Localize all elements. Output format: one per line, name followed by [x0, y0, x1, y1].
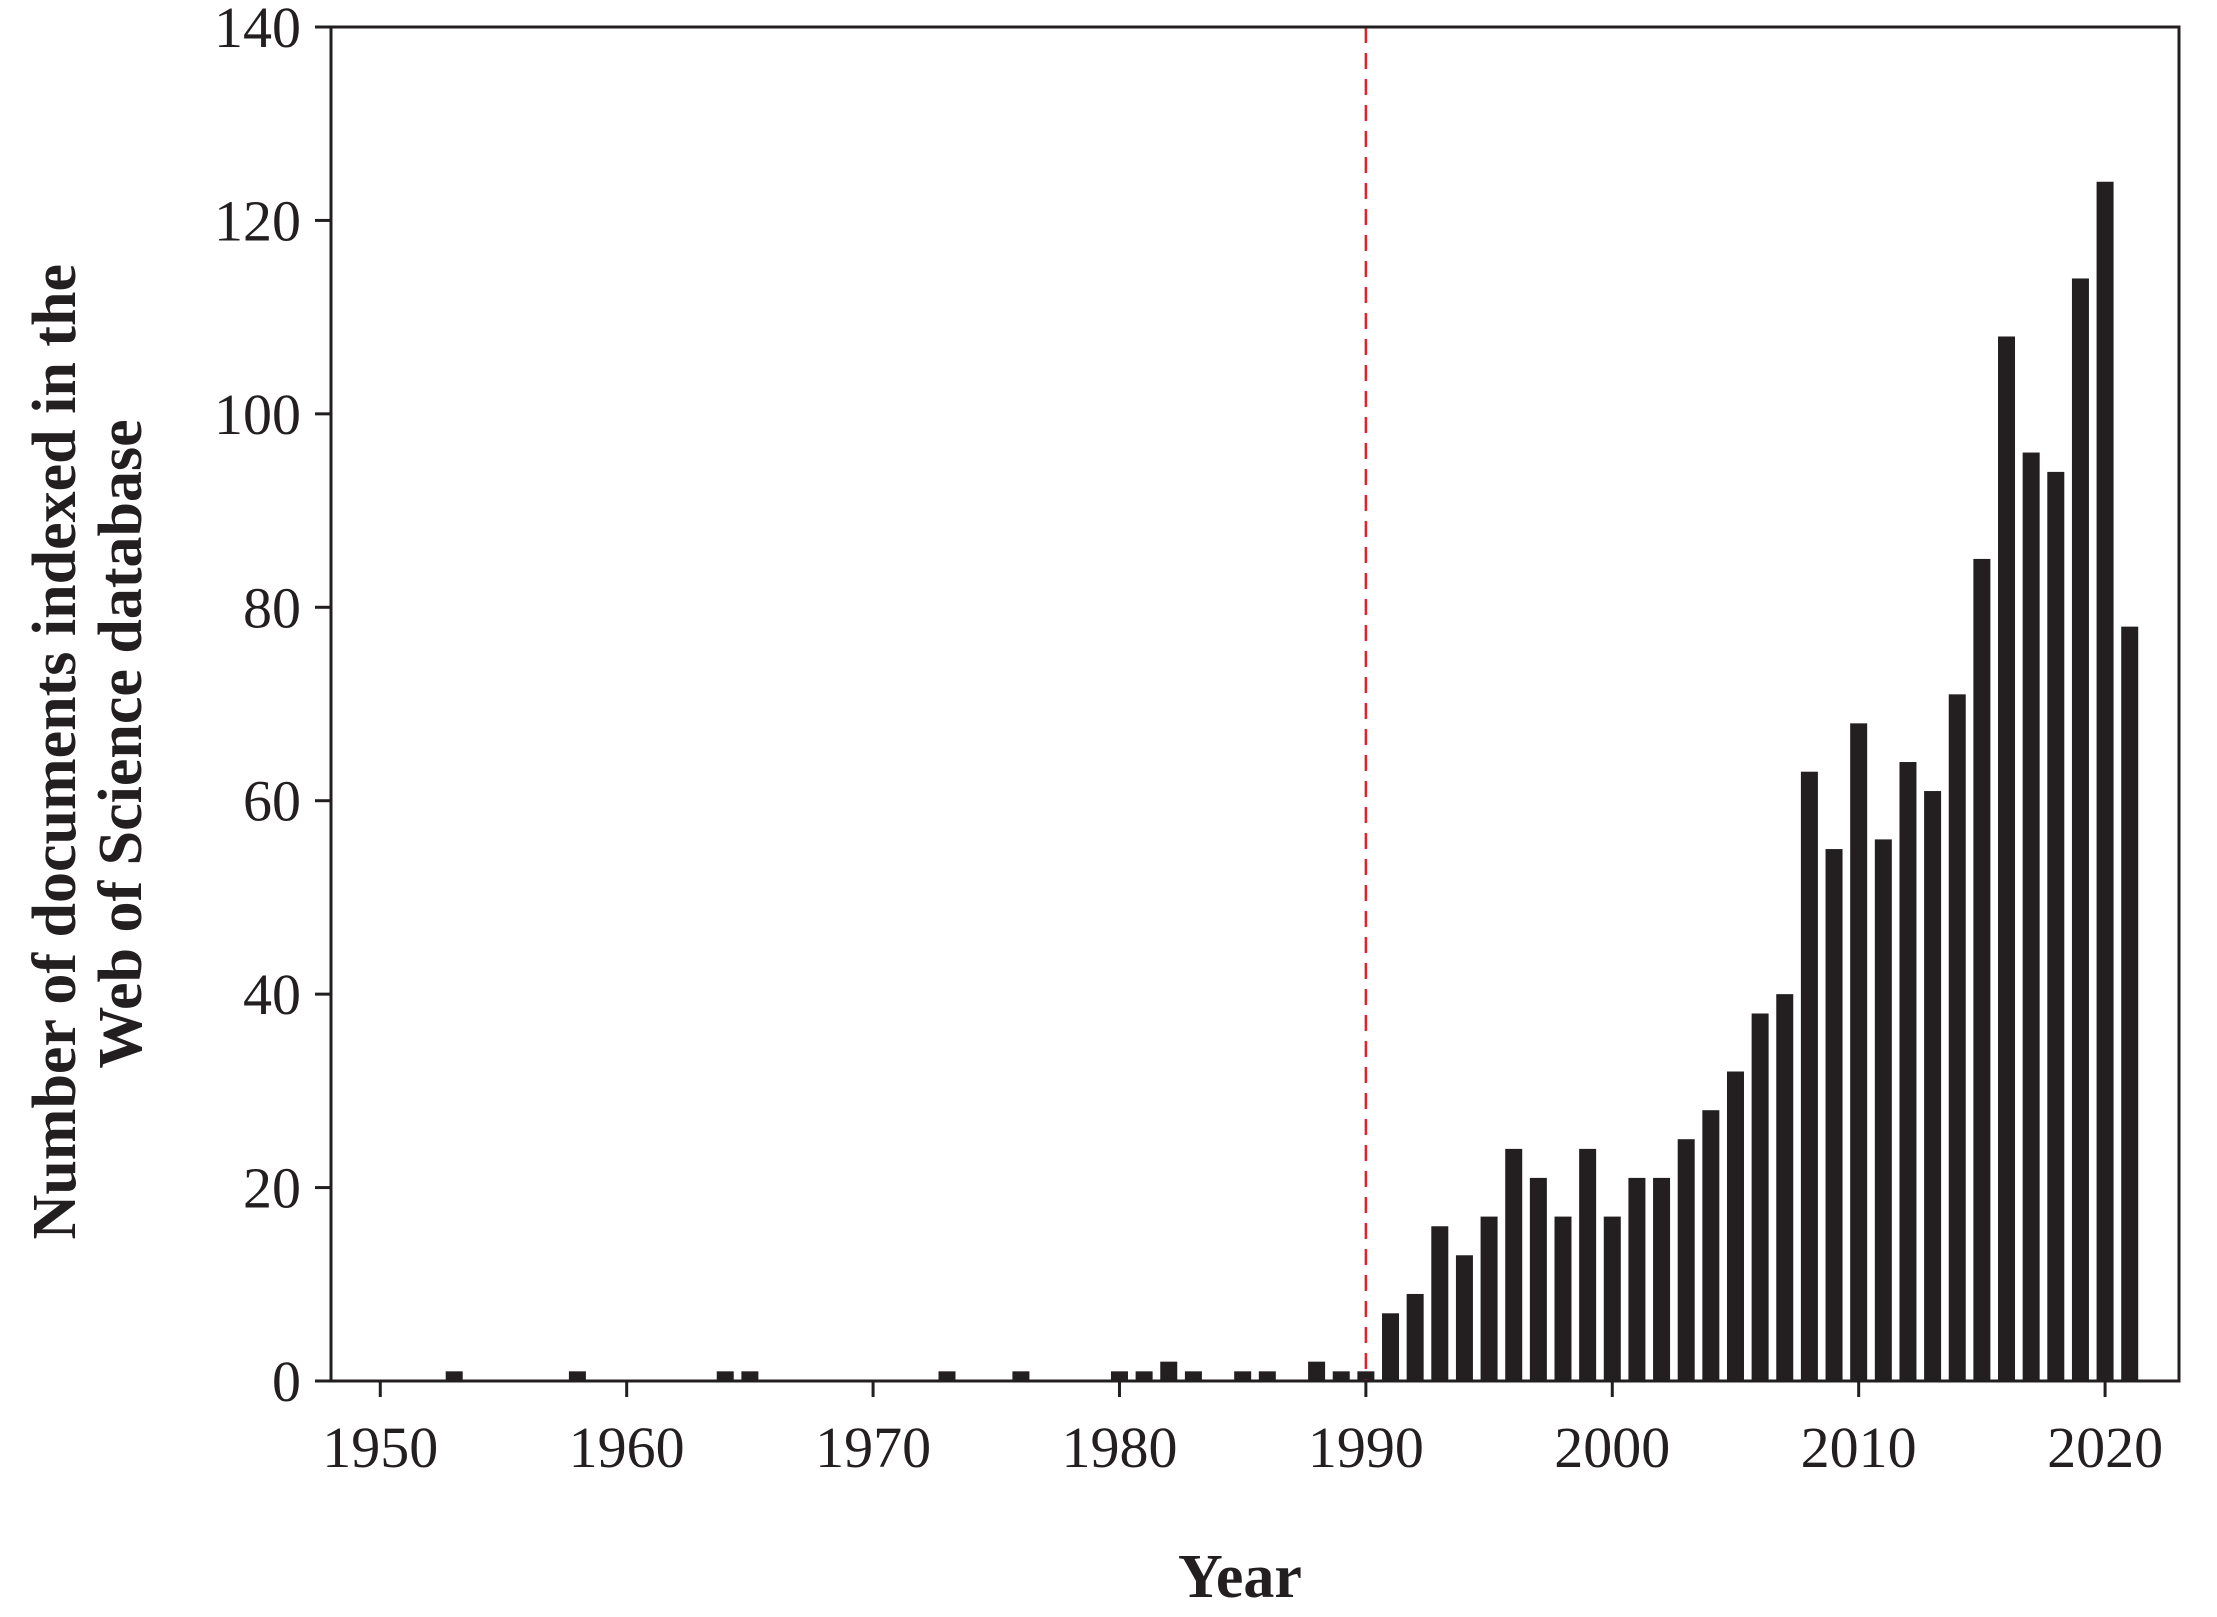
x-axis-title: Year — [1178, 1543, 1302, 1611]
bar-2014 — [1948, 694, 1966, 1381]
bar-1990 — [1357, 1371, 1375, 1381]
bar-2010 — [1850, 723, 1868, 1381]
bar-1953 — [445, 1371, 463, 1381]
bar-1964 — [716, 1371, 734, 1381]
bar-1997 — [1529, 1177, 1547, 1381]
bar-1981 — [1135, 1371, 1153, 1381]
x-tick-label-1950: 1950 — [322, 1415, 438, 1480]
bar-1998 — [1554, 1216, 1572, 1381]
y-tick-label-0: 0 — [272, 1349, 301, 1414]
x-tick-label-1990: 1990 — [1308, 1415, 1424, 1480]
bar-1982 — [1160, 1361, 1178, 1381]
bar-2021 — [2121, 626, 2139, 1381]
y-axis: 0 20 40 60 80 100 120 140 — [214, 0, 331, 1414]
bar-2007 — [1776, 994, 1794, 1381]
y-tick-label-100: 100 — [214, 382, 301, 447]
y-tick-label-80: 80 — [243, 575, 301, 640]
bar-2016 — [1998, 336, 2016, 1381]
bar-2011 — [1874, 839, 1892, 1381]
bar-1999 — [1579, 1148, 1597, 1381]
bar-1965 — [741, 1371, 759, 1381]
bar-1988 — [1308, 1361, 1326, 1381]
bar-2005 — [1726, 1071, 1744, 1381]
y-axis-title: Number of documents indexed in the Web o… — [21, 249, 155, 1240]
y-tick-label-140: 140 — [214, 0, 301, 60]
bar-2020 — [2096, 181, 2114, 1382]
bar-2002 — [1653, 1177, 1671, 1381]
bar-1994 — [1455, 1255, 1473, 1381]
bar-2009 — [1825, 849, 1843, 1381]
x-tick-label-2000: 2000 — [1554, 1415, 1670, 1480]
bar-1985 — [1234, 1371, 1252, 1381]
bar-2003 — [1677, 1139, 1695, 1381]
x-tick-label-2010: 2010 — [1801, 1415, 1917, 1480]
y-tick-label-120: 120 — [214, 188, 301, 253]
x-tick-label-1980: 1980 — [1061, 1415, 1177, 1480]
plot-frame — [329, 25, 2181, 1383]
bar-1980 — [1110, 1371, 1128, 1381]
bar-2000 — [1603, 1216, 1621, 1381]
x-tick-label-2020: 2020 — [2047, 1415, 2163, 1480]
bar-1976 — [1012, 1371, 1030, 1381]
bar-2004 — [1702, 1110, 1720, 1381]
bar-2017 — [2022, 452, 2040, 1381]
bar-1993 — [1431, 1226, 1449, 1381]
bar-2019 — [2071, 278, 2089, 1382]
bar-2006 — [1751, 1013, 1769, 1381]
bar-1983 — [1184, 1371, 1202, 1381]
bar-1995 — [1480, 1216, 1498, 1381]
bar-2018 — [2047, 471, 2065, 1381]
bar-2013 — [1924, 791, 1942, 1381]
y-axis-title-line-2: Web of Science database — [87, 419, 155, 1068]
y-tick-label-40: 40 — [243, 962, 301, 1027]
bar-2015 — [1973, 558, 1991, 1381]
bar-1991 — [1382, 1313, 1400, 1381]
bar-1986 — [1258, 1371, 1276, 1381]
bar-1989 — [1332, 1371, 1350, 1381]
bar-2012 — [1899, 762, 1917, 1381]
y-tick-label-20: 20 — [243, 1156, 301, 1221]
bars-group — [445, 181, 2139, 1382]
y-tick-label-60: 60 — [243, 769, 301, 834]
bar-1958 — [568, 1371, 586, 1381]
bar-2008 — [1800, 771, 1818, 1381]
bar-1992 — [1406, 1293, 1424, 1381]
x-axis: 1950 1960 1970 1980 1990 2000 2010 2020 — [322, 1381, 2163, 1480]
x-tick-label-1960: 1960 — [569, 1415, 685, 1480]
bar-1973 — [938, 1371, 956, 1381]
y-axis-title-line-1: Number of documents indexed in the — [21, 264, 89, 1239]
bar-2001 — [1628, 1177, 1646, 1381]
bar-1996 — [1505, 1148, 1523, 1381]
x-tick-label-1970: 1970 — [815, 1415, 931, 1480]
